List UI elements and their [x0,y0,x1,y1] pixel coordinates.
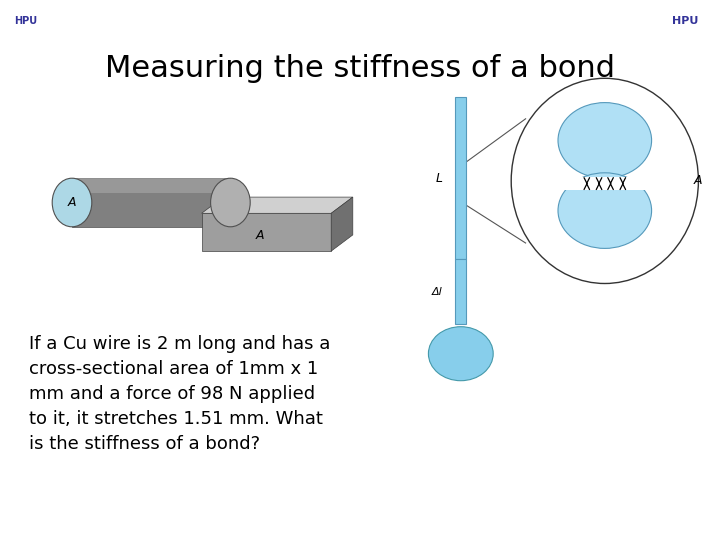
Ellipse shape [428,327,493,381]
Ellipse shape [210,178,251,227]
Text: If a Cu wire is 2 m long and has a
cross-sectional area of 1mm x 1
mm and a forc: If a Cu wire is 2 m long and has a cross… [29,335,330,453]
Polygon shape [456,259,467,324]
Ellipse shape [558,103,652,178]
Text: Δl: Δl [432,287,443,296]
Ellipse shape [558,173,652,248]
Text: HPU: HPU [14,16,37,26]
Ellipse shape [53,178,92,227]
Polygon shape [72,178,230,193]
Polygon shape [558,177,652,190]
Text: A: A [256,230,264,242]
Text: HPU: HPU [672,16,698,26]
Polygon shape [456,97,467,259]
Polygon shape [72,178,230,227]
Text: A: A [68,196,76,209]
Text: A: A [694,174,703,187]
Text: Measuring the stiffness of a bond: Measuring the stiffness of a bond [105,54,615,83]
Polygon shape [202,213,331,251]
Polygon shape [202,197,353,213]
Polygon shape [331,197,353,251]
Text: L: L [436,172,443,185]
